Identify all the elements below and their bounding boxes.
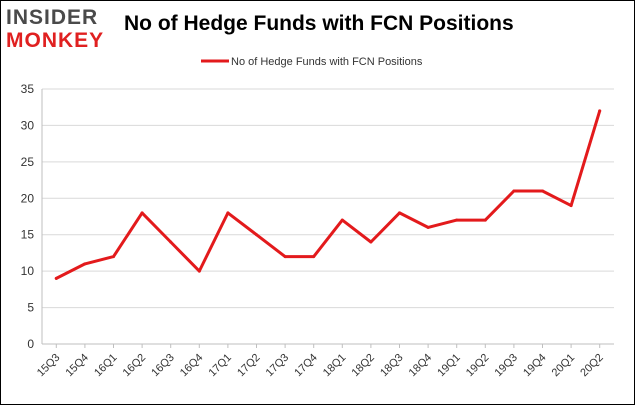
x-tick-label: 18Q4 [407, 352, 435, 380]
data-point [255, 233, 258, 237]
x-tick-label: 16Q3 [149, 352, 177, 380]
x-tick-label: 16Q1 [92, 352, 120, 380]
data-point [54, 276, 58, 280]
series [54, 109, 602, 280]
x-tick-label: 17Q3 [264, 352, 292, 380]
chart-title: No of Hedge Funds with FCN Positions [124, 12, 514, 35]
x-tick-label: 18Q1 [321, 352, 349, 380]
data-point [483, 218, 487, 222]
x-tick-label: 20Q2 [578, 352, 606, 380]
data-point [426, 225, 430, 229]
x-tick-label: 16Q4 [178, 352, 206, 380]
data-point [512, 189, 516, 193]
data-point [312, 255, 316, 259]
data-point [197, 269, 201, 273]
y-tick-label: 20 [21, 191, 35, 205]
logo-line-2: MONKEY [6, 29, 105, 52]
legend-label: No of Hedge Funds with FCN Positions [231, 56, 423, 68]
data-point [283, 255, 287, 259]
data-point [541, 189, 544, 193]
x-tick-label: 18Q3 [378, 352, 406, 380]
insider-monkey-logo: INSIDER MONKEY [6, 7, 118, 55]
y-tick-label: 30 [21, 118, 35, 132]
data-point [455, 218, 459, 222]
data-point [369, 240, 373, 244]
data-point [226, 211, 230, 215]
y-axis: 0 5 10 15 20 25 30 35 [21, 82, 43, 351]
data-point [83, 262, 87, 266]
data-point [140, 211, 144, 215]
data-point [398, 211, 401, 215]
logo-line-1: INSIDER [6, 6, 99, 29]
y-tick-label: 15 [21, 228, 35, 242]
x-tick-label: 19Q1 [435, 352, 463, 380]
y-tick-label: 25 [21, 155, 35, 169]
series-line [54, 109, 602, 280]
data-point [569, 204, 573, 208]
x-tick-label: 15Q3 [35, 352, 63, 380]
y-tick-label: 35 [21, 82, 35, 96]
x-tick-label: 18Q2 [349, 352, 377, 380]
x-tick-label: 19Q4 [521, 352, 549, 380]
y-tick-label: 0 [27, 337, 34, 351]
data-point [340, 218, 344, 222]
y-tick-label: 5 [27, 301, 34, 315]
data-point [112, 255, 115, 259]
y-tick-label: 10 [21, 264, 35, 278]
gridlines [42, 88, 614, 345]
legend: No of Hedge Funds with FCN Positions [201, 56, 423, 68]
x-tick-label: 15Q4 [63, 352, 91, 380]
data-point [598, 109, 602, 113]
x-axis: 15Q3 15Q4 16Q1 16Q2 16Q3 16Q4 17Q1 17Q2 17Q3 17Q4… [35, 343, 614, 380]
x-tick-label: 19Q2 [464, 352, 492, 380]
data-point [169, 240, 173, 244]
x-tick-label: 16Q2 [121, 352, 149, 380]
x-tick-label: 19Q3 [492, 352, 520, 380]
x-tick-label: 20Q1 [550, 352, 578, 380]
x-tick-label: 17Q1 [206, 352, 234, 380]
x-tick-label: 17Q4 [292, 352, 320, 380]
x-tick-label: 17Q2 [235, 352, 263, 380]
